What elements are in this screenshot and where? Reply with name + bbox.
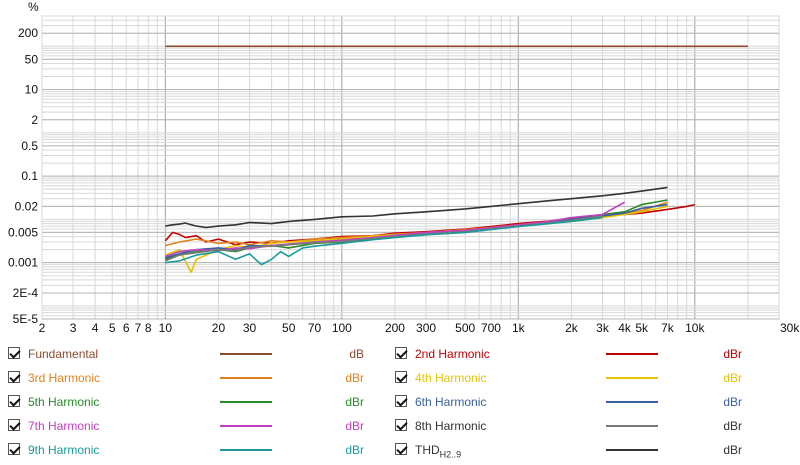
legend-item-6th-harmonic: 6th Harmonic dBr bbox=[395, 393, 765, 411]
ticks-layer: 2 3 4 5 6 7 8 10 20 30 50 70 100 200 300 500 700 1k 2k 3k 4k… bbox=[8, 26, 800, 335]
legend-swatch bbox=[220, 353, 272, 355]
x-tick-label: 4k bbox=[618, 321, 632, 335]
y-tick-label: 2E-4 bbox=[13, 286, 39, 300]
legend-checkbox-8th-harmonic[interactable] bbox=[395, 419, 407, 431]
y-tick-label: 2 bbox=[31, 113, 38, 127]
y-tick-label: 0.1 bbox=[21, 169, 38, 183]
y-tick-label: 200 bbox=[18, 26, 38, 40]
thd-chart: 2 3 4 5 6 7 8 10 20 30 50 70 100 200 300 500 700 1k 2k 3k 4k… bbox=[8, 0, 800, 335]
x-tick-label: 20 bbox=[212, 321, 226, 335]
x-tick-label: 7k bbox=[661, 321, 675, 335]
x-tick-label: 50 bbox=[282, 321, 296, 335]
legend-label: 8th Harmonic bbox=[415, 419, 487, 433]
legend-swatch bbox=[606, 425, 658, 427]
y-tick-label: 0.02 bbox=[15, 199, 39, 213]
legend-checkbox-7th-harmonic[interactable] bbox=[8, 419, 20, 431]
x-tick-label: 3k bbox=[596, 321, 610, 335]
x-tick-label: 6 bbox=[123, 321, 130, 335]
legend-item-thd: THDH2..9 dBr bbox=[395, 441, 765, 459]
legend-swatch bbox=[220, 425, 272, 427]
y-tick-label: 0.005 bbox=[8, 225, 38, 239]
legend-label: 4th Harmonic bbox=[415, 371, 487, 385]
legend-checkbox-3rd-harmonic[interactable] bbox=[8, 371, 20, 383]
x-tick-label: 8 bbox=[145, 321, 152, 335]
legend-unit: dBr bbox=[723, 395, 742, 409]
x-tick-label: 10k bbox=[685, 321, 705, 335]
legend-label: 7th Harmonic bbox=[28, 419, 100, 433]
legend-label: 6th Harmonic bbox=[415, 395, 487, 409]
legend-unit: dBr bbox=[345, 419, 364, 433]
legend-item-3rd-harmonic: 3rd Harmonic dBr bbox=[8, 369, 378, 387]
legend-checkbox-4th-harmonic[interactable] bbox=[395, 371, 407, 383]
legend-item-2nd-harmonic: 2nd Harmonic dBr bbox=[395, 345, 765, 363]
legend-label: 2nd Harmonic bbox=[415, 347, 490, 361]
y-tick-label: 10 bbox=[25, 83, 39, 97]
x-tick-label: 300 bbox=[416, 321, 436, 335]
series-line-thd bbox=[165, 186, 668, 229]
x-tick-label: 30 bbox=[243, 321, 257, 335]
x-tick-label: 7 bbox=[135, 321, 142, 335]
legend-swatch bbox=[220, 377, 272, 379]
legend-item-7th-harmonic: 7th Harmonic dBr bbox=[8, 417, 378, 435]
x-tick-label: 2 bbox=[39, 321, 46, 335]
x-tick-label: 3 bbox=[70, 321, 77, 335]
plot-area bbox=[41, 15, 780, 320]
y-tick-label: 0.5 bbox=[21, 139, 38, 153]
legend-item-8th-harmonic: 8th Harmonic dBr bbox=[395, 417, 765, 435]
legend-item-fundamental: Fundamental dB bbox=[8, 345, 378, 363]
legend: Fundamental dB 2nd Harmonic dBr 3rd Harmonic… bbox=[0, 343, 800, 465]
legend-label: 5th Harmonic bbox=[28, 395, 100, 409]
legend-swatch bbox=[606, 401, 658, 403]
legend-unit: dB bbox=[349, 347, 364, 361]
legend-unit: dBr bbox=[723, 419, 742, 433]
legend-label: 3rd Harmonic bbox=[28, 371, 101, 385]
legend-checkbox-thd[interactable] bbox=[395, 443, 407, 455]
y-axis-label: % bbox=[28, 0, 39, 14]
legend-checkbox-6th-harmonic[interactable] bbox=[395, 395, 407, 407]
legend-unit: dBr bbox=[723, 371, 742, 385]
legend-unit: dBr bbox=[345, 443, 364, 457]
legend-label: 9th Harmonic bbox=[28, 443, 100, 457]
y-tick-label: 0.001 bbox=[8, 256, 38, 270]
y-tick-label: 5E-5 bbox=[13, 312, 39, 326]
y-tick-label: 50 bbox=[25, 52, 39, 66]
legend-checkbox-9th-harmonic[interactable] bbox=[8, 443, 20, 455]
x-tick-label: 100 bbox=[332, 321, 352, 335]
legend-swatch bbox=[606, 353, 658, 355]
legend-checkbox-5th-harmonic[interactable] bbox=[8, 395, 20, 407]
series-layer bbox=[164, 45, 748, 274]
x-tick-label: 2k bbox=[565, 321, 579, 335]
legend-unit: dBr bbox=[345, 395, 364, 409]
legend-swatch bbox=[606, 377, 658, 379]
legend-item-5th-harmonic: 5th Harmonic dBr bbox=[8, 393, 378, 411]
legend-unit: dBr bbox=[345, 371, 364, 385]
legend-swatch bbox=[220, 401, 272, 403]
legend-label-sub: H2..9 bbox=[439, 449, 462, 460]
x-tick-label: 10 bbox=[159, 321, 173, 335]
x-tick-label: 700 bbox=[481, 321, 501, 335]
legend-label: Fundamental bbox=[28, 347, 99, 361]
x-tick-label: 4 bbox=[92, 321, 99, 335]
x-tick-label: 70 bbox=[308, 321, 322, 335]
x-tick-label: 200 bbox=[385, 321, 405, 335]
legend-unit: dBr bbox=[723, 443, 742, 457]
legend-checkbox-2nd-harmonic[interactable] bbox=[395, 347, 407, 359]
legend-item-9th-harmonic: 9th Harmonic dBr bbox=[8, 441, 378, 459]
legend-label: THDH2..9 bbox=[415, 443, 462, 460]
legend-item-4th-harmonic: 4th Harmonic dBr bbox=[395, 369, 765, 387]
series-line-9th-harmonic bbox=[165, 216, 603, 266]
chart-grid bbox=[41, 15, 780, 320]
x-tick-label: 500 bbox=[455, 321, 475, 335]
x-tick-label: 5 bbox=[109, 321, 116, 335]
x-tick-label: 1k bbox=[512, 321, 526, 335]
legend-checkbox-fundamental[interactable] bbox=[8, 347, 20, 359]
x-tick-label: 30kHz bbox=[780, 321, 800, 335]
legend-swatch bbox=[220, 449, 272, 451]
legend-swatch bbox=[606, 449, 658, 451]
legend-unit: dBr bbox=[723, 347, 742, 361]
x-tick-label: 5k bbox=[635, 321, 649, 335]
